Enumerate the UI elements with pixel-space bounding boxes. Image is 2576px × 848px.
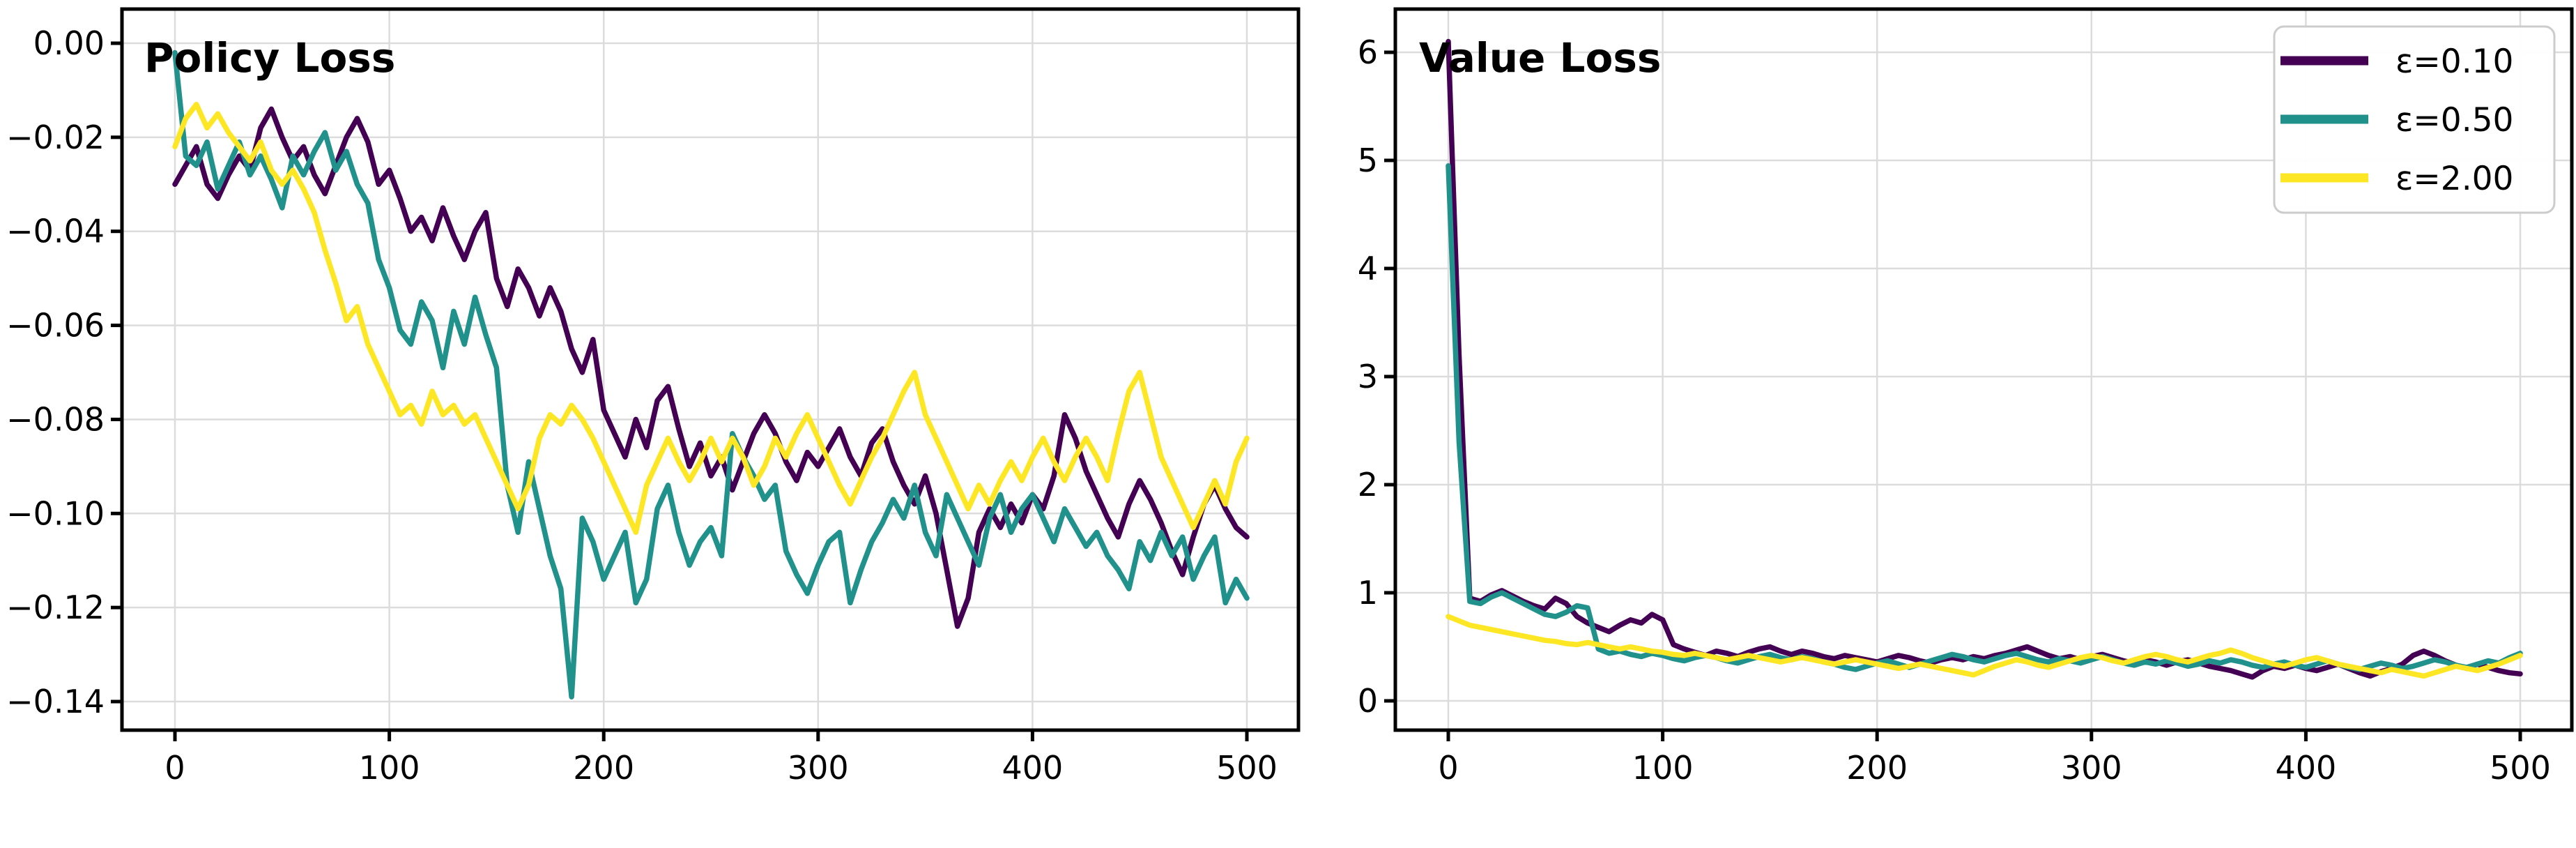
x-tick-label: 400 — [1002, 749, 1063, 787]
legend-label-eps-0.10: ε=0.10 — [2395, 43, 2513, 81]
y-tick-label: −0.02 — [6, 119, 105, 156]
legend-label-eps-0.50: ε=0.50 — [2395, 101, 2513, 139]
y-tick-label: 0 — [1358, 682, 1378, 720]
series-line-ε=0.50 — [172, 50, 1250, 700]
x-tick-label: 400 — [2275, 749, 2336, 787]
series-line-ε=2.00 — [172, 101, 1250, 536]
y-tick-label: −0.12 — [6, 589, 105, 626]
y-tick-label: −0.08 — [6, 400, 105, 438]
policy-ticks: 0 100 200 300 400 500 0.00 −0.02 −0.04 −0.06 −0.08… — [6, 24, 1278, 787]
x-tick-label: 100 — [1632, 749, 1694, 787]
series-line-ε=2.00 — [1446, 614, 2523, 679]
y-tick-label: 3 — [1358, 358, 1378, 395]
x-tick-label: 300 — [788, 749, 849, 787]
policy-plot-area — [122, 9, 1298, 730]
y-tick-label: 5 — [1358, 142, 1378, 179]
value-loss-title: Value Loss — [1419, 34, 1661, 82]
value-axes-spines — [1393, 7, 2574, 732]
x-tick-label: 200 — [1846, 749, 1908, 787]
legend-entry: ε=0.50 — [2280, 101, 2513, 139]
legend-label-eps-2.00: ε=2.00 — [2395, 160, 2513, 198]
legend: ε=0.10 ε=0.50 ε=2.00 — [2273, 25, 2556, 214]
policy-gridlines — [122, 9, 1298, 730]
x-tick-label: 100 — [359, 749, 420, 787]
x-tick-label: 300 — [2061, 749, 2122, 787]
x-tick-label: 0 — [164, 749, 185, 787]
y-tick-label: −0.10 — [6, 494, 105, 532]
y-tick-label: 6 — [1358, 33, 1378, 71]
legend-box — [2273, 25, 2556, 214]
y-tick-label: 2 — [1358, 466, 1378, 503]
policy-loss-title: Policy Loss — [144, 34, 395, 82]
legend-entry: ε=2.00 — [2280, 160, 2513, 198]
y-tick-label: −0.14 — [6, 683, 105, 720]
x-tick-label: 500 — [2490, 749, 2551, 787]
x-tick-label: 500 — [1216, 749, 1278, 787]
value-gridlines — [1395, 9, 2572, 730]
panel-policy-loss: 0 100 200 300 400 500 0.00 −0.02 −0.04 −0.06 −0.08… — [6, 7, 1301, 787]
y-tick-label: 4 — [1358, 250, 1378, 287]
series-line-ε=0.10 — [172, 106, 1250, 629]
x-tick-label: 0 — [1438, 749, 1458, 787]
policy-axes-spines — [120, 7, 1301, 732]
panel-value-loss: 0 100 200 300 400 500 0 1 2 3 4 5 6 Value Loss ε=0.1… — [1358, 7, 2574, 787]
y-tick-label: −0.04 — [6, 213, 105, 250]
value-series-lines — [1446, 38, 2523, 680]
legend-entry: ε=0.10 — [2280, 43, 2513, 81]
x-tick-label: 200 — [573, 749, 634, 787]
y-tick-label: 0.00 — [33, 24, 105, 62]
value-ticks: 0 100 200 300 400 500 0 1 2 3 4 5 6 — [1358, 33, 2551, 787]
y-tick-label: 1 — [1358, 574, 1378, 612]
policy-series-lines — [172, 50, 1250, 700]
y-tick-label: −0.06 — [6, 307, 105, 344]
